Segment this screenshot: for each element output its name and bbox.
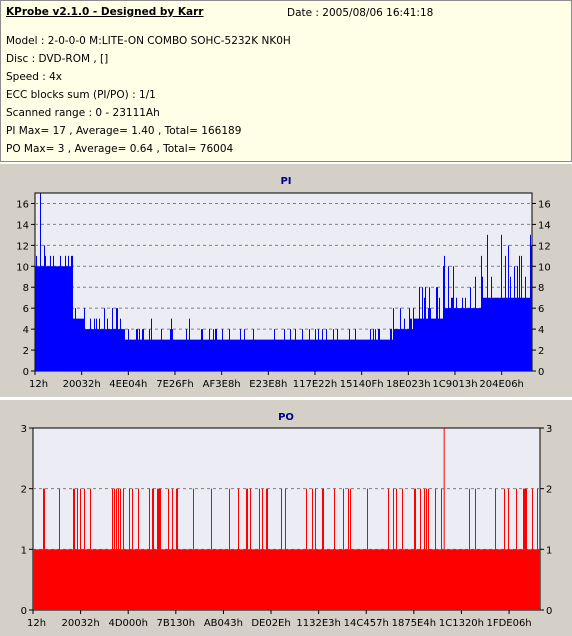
pi-xtick-label: 20032h [63, 379, 101, 390]
po-xtick-label: 1132E3h [296, 618, 340, 629]
po-xtick-label: 4D000h [108, 618, 148, 629]
pi-ytick-label-right: 2 [538, 346, 544, 357]
pi-chart-title: PI [280, 176, 292, 187]
po-ytick-label-right: 2 [546, 485, 552, 496]
pi-xtick-label: 7E26Fh [156, 379, 194, 390]
pi-xtick-label: 117E22h [293, 379, 337, 390]
pi-ytick-label: 2 [23, 346, 29, 357]
pi-ytick-label-right: 8 [538, 283, 544, 294]
pi-ytick-label-right: 0 [538, 367, 544, 378]
po-xtick-label: DE02Eh [251, 618, 290, 629]
speed-line: Speed : 4x [6, 71, 63, 83]
pi-xtick-label: E23E8h [249, 379, 287, 390]
pi-ytick-label: 16 [16, 199, 29, 210]
range-line: Scanned range : 0 - 23111Ah [6, 107, 160, 119]
po-xtick-label: AB043h [204, 618, 243, 629]
po-summary-line: PO Max= 3 , Average= 0.64 , Total= 76004 [6, 143, 234, 155]
pi-ytick-label: 0 [23, 367, 29, 378]
pi-xtick-label: 12h [29, 379, 48, 390]
pi-xtick-label: 15140Fh [340, 379, 384, 390]
pi-ytick-label: 12 [16, 241, 29, 252]
disc-line: Disc : DVD-ROM , [] [6, 53, 109, 65]
pi-ytick-label-right: 14 [538, 220, 551, 231]
pi-xtick-label: 1C9013h [432, 379, 477, 390]
pi-ytick-label: 4 [23, 325, 29, 336]
po-ytick-label: 2 [21, 485, 27, 496]
po-ytick-label: 1 [21, 545, 27, 556]
pi-ytick-label-right: 12 [538, 241, 551, 252]
pi-summary-line: PI Max= 17 , Average= 1.40 , Total= 1661… [6, 125, 242, 137]
po-xtick-label: 1FDE06h [486, 618, 531, 629]
po-xtick-label: 1875E4h [392, 618, 436, 629]
pi-series-area [35, 193, 532, 371]
po-chart-title: PO [278, 412, 294, 423]
po-xtick-label: 7B130h [156, 618, 195, 629]
scan-date: Date : 2005/08/06 16:41:18 [287, 7, 434, 19]
po-ytick-label-right: 0 [546, 606, 552, 617]
po-xtick-label: 20032h [62, 618, 100, 629]
pi-ytick-label: 6 [23, 304, 29, 315]
po-xtick-label: 12h [27, 618, 46, 629]
po-xtick-label: 14C457h [344, 618, 389, 629]
pi-ytick-label-right: 16 [538, 199, 551, 210]
po-ytick-label: 0 [21, 606, 27, 617]
info-panel: KProbe v2.1.0 - Designed by Karr Date : … [0, 0, 572, 162]
pi-ytick-label: 8 [23, 283, 29, 294]
po-series-area [33, 549, 540, 610]
po-ytick-label-right: 3 [546, 424, 552, 435]
pi-ytick-label: 10 [16, 262, 29, 273]
app-title: KProbe v2.1.0 - Designed by Karr [6, 6, 204, 18]
po-xtick-label: 1C1320h [439, 618, 484, 629]
pi-ytick-label-right: 4 [538, 325, 544, 336]
model-line: Model : 2-0-0-0 M:LITE-ON COMBO SOHC-523… [6, 35, 291, 47]
pi-xtick-label: AF3E8h [203, 379, 241, 390]
ecc-line: ECC blocks sum (PI/PO) : 1/1 [6, 89, 156, 101]
pi-ytick-label-right: 6 [538, 304, 544, 315]
pi-xtick-label: 18E023h [386, 379, 430, 390]
pi-xtick-label: 204E06h [479, 379, 523, 390]
pi-ytick-label: 14 [16, 220, 29, 231]
pi-ytick-label-right: 10 [538, 262, 551, 273]
po-ytick-label-right: 1 [546, 545, 552, 556]
po-ytick-label: 3 [21, 424, 27, 435]
pi-xtick-label: 4EE04h [109, 379, 147, 390]
